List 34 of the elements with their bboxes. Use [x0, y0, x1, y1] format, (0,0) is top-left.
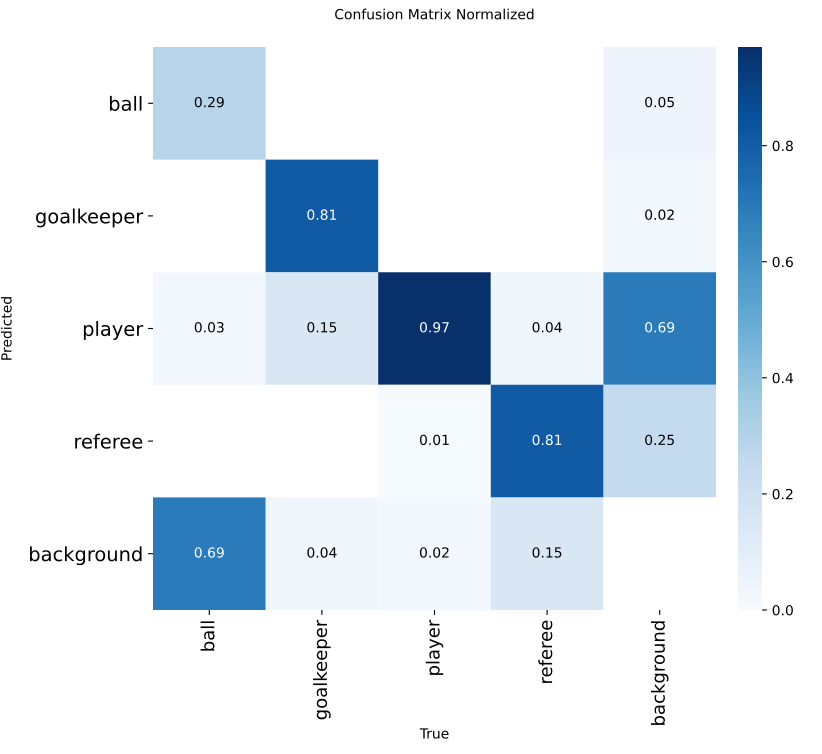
data-label: 0.03: [194, 322, 224, 333]
color-bar-label: 0.0: [772, 604, 793, 616]
data-label: 0.04: [307, 547, 337, 558]
color-bar-label: 0.4: [772, 372, 794, 384]
data-label: 0.69: [645, 322, 674, 333]
y-tick-label: player: [84, 321, 144, 340]
y-tick-label: referee: [75, 434, 142, 449]
color-bar-label: 0.8: [772, 140, 793, 152]
x-tick-label: referee: [538, 620, 552, 683]
data-label: 0.05: [645, 96, 674, 108]
color-bar-label: 0.2: [772, 488, 792, 500]
data-label: 0.25: [645, 434, 674, 446]
chart-title: Confusion Matrix Normalized: [335, 8, 534, 20]
x-tick-label: background: [650, 621, 668, 725]
y-axis-title: Predicted: [0, 297, 12, 360]
x-tick-label: ball: [200, 621, 215, 651]
data-label: 0.04: [532, 322, 562, 333]
y-tick-label: background: [30, 546, 142, 566]
data-label: 0.69: [194, 547, 224, 558]
data-label: 0.02: [645, 209, 674, 220]
data-label: 0.15: [532, 547, 562, 558]
data-label: 0.97: [420, 322, 449, 333]
x-tick-label: goalkeeper: [313, 620, 331, 720]
data-label: 0.81: [307, 209, 336, 220]
data-label: 0.15: [307, 322, 336, 333]
color-bar-label: 0.6: [772, 256, 793, 268]
data-label: 0.02: [420, 547, 449, 558]
data-label: 0.29: [194, 96, 224, 108]
y-tick-label: ball: [110, 96, 142, 111]
x-axis-title: True: [420, 728, 449, 739]
data-label: 0.01: [420, 434, 449, 446]
data-label: 0.81: [532, 434, 562, 446]
x-tick-label: player: [426, 620, 444, 675]
y-tick-label: goalkeeper: [36, 208, 144, 228]
